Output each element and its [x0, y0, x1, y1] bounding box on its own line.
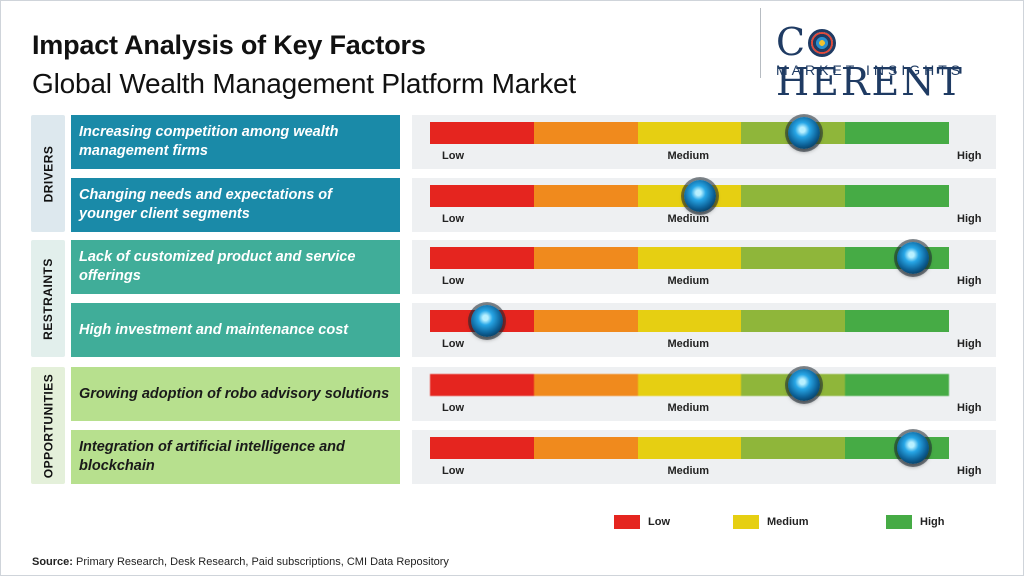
legend-swatch-high [886, 515, 912, 529]
group-label-drivers: DRIVERS [31, 115, 65, 232]
impact-scale-row-6: Low Medium High [412, 430, 996, 484]
impact-scale-row-3: Low Medium High [412, 240, 996, 294]
factor-box-1: Increasing competition among wealth mana… [71, 115, 400, 169]
scale-label-low: Low [442, 213, 464, 225]
scale-segment-5 [845, 374, 949, 396]
scale-segment-4 [741, 437, 846, 459]
impact-scale-row-2: Low Medium High [412, 178, 996, 232]
legend-label-low: Low [648, 516, 670, 528]
legend-swatch-low [614, 515, 640, 529]
scale-segment-2 [533, 185, 638, 207]
logo-text-right: HERENT [776, 60, 964, 104]
group-label-text: RESTRAINTS [41, 257, 56, 340]
impact-scale-bar [430, 374, 949, 396]
scale-label-medium: Medium [667, 150, 710, 162]
impact-scale-bar [430, 185, 949, 207]
scale-label-medium: Medium [667, 338, 710, 350]
scale-label-medium: Medium [667, 465, 710, 477]
scale-segment-5 [845, 310, 949, 332]
factor-text: Integration of artificial intelligence a… [79, 439, 345, 474]
scale-label-low: Low [442, 402, 464, 414]
scale-label-low: Low [442, 275, 464, 287]
scale-segment-4 [741, 310, 846, 332]
scale-label-medium: Medium [667, 213, 710, 225]
factor-text: Changing needs and expectations of young… [79, 187, 332, 222]
scale-segment-3 [637, 374, 742, 396]
logo-globe-icon [808, 29, 837, 57]
scale-segment-3 [637, 437, 742, 459]
factor-box-3: Lack of customized product and service o… [71, 240, 400, 294]
legend-item-low: Low [614, 515, 670, 529]
scale-label-high: High [957, 338, 982, 350]
impact-marker [896, 242, 929, 274]
scale-segment-2 [533, 310, 638, 332]
impact-scale-row-5: Low Medium High [412, 367, 996, 421]
scale-segment-2 [533, 437, 638, 459]
scale-segment-2 [533, 247, 638, 269]
impact-marker [787, 117, 820, 149]
scale-segment-1 [430, 437, 534, 459]
factor-text: Increasing competition among wealth mana… [79, 124, 339, 159]
scale-segment-2 [533, 122, 638, 144]
impact-scale-row-1: Low Medium High [412, 115, 996, 169]
scale-segment-4 [741, 185, 846, 207]
scale-label-medium: Medium [667, 275, 710, 287]
impact-scale-row-4: Low Medium High [412, 303, 996, 357]
company-logo: CHERENT [776, 22, 1024, 102]
scale-segment-5 [845, 122, 949, 144]
factor-box-4: High investment and maintenance cost [71, 303, 400, 357]
logo-tagline: MARKET INSIGHTS [776, 62, 965, 78]
factor-box-5: Growing adoption of robo advisory soluti… [71, 367, 400, 421]
factor-box-2: Changing needs and expectations of young… [71, 178, 400, 232]
group-label-text: OPPORTUNITIES [41, 373, 56, 478]
impact-scale-bar [430, 122, 949, 144]
scale-segment-1 [430, 185, 534, 207]
scale-label-low: Low [442, 465, 464, 477]
legend-item-medium: Medium [733, 515, 809, 529]
legend-swatch-medium [733, 515, 759, 529]
scale-label-high: High [957, 275, 982, 287]
scale-segment-5 [845, 185, 949, 207]
scale-label-high: High [957, 213, 982, 225]
group-label-opportunities: OPPORTUNITIES [31, 367, 65, 484]
factor-text: Lack of customized product and service o… [79, 249, 356, 284]
legend-item-high: High [886, 515, 944, 529]
page-subtitle: Global Wealth Management Platform Market [32, 68, 576, 99]
scale-segment-1 [430, 247, 534, 269]
scale-segment-3 [637, 122, 742, 144]
scale-label-high: High [957, 402, 982, 414]
factor-text: High investment and maintenance cost [79, 321, 349, 338]
logo-divider [760, 8, 761, 78]
factor-text: Growing adoption of robo advisory soluti… [79, 385, 390, 402]
source-label: Source: [32, 556, 73, 568]
scale-label-high: High [957, 465, 982, 477]
scale-label-medium: Medium [667, 402, 710, 414]
impact-marker [896, 432, 929, 464]
scale-label-high: High [957, 150, 982, 162]
scale-segment-1 [430, 374, 534, 396]
scale-segment-3 [637, 247, 742, 269]
impact-scale-bar [430, 310, 949, 332]
scale-segment-1 [430, 122, 534, 144]
impact-marker [683, 180, 716, 212]
source-note: Source: Primary Research, Desk Research,… [32, 556, 449, 568]
page-title: Impact Analysis of Key Factors [32, 30, 426, 60]
impact-scale-bar [430, 437, 949, 459]
scale-segment-2 [533, 374, 638, 396]
scale-segment-3 [637, 310, 742, 332]
factor-box-6: Integration of artificial intelligence a… [71, 430, 400, 484]
scale-label-low: Low [442, 150, 464, 162]
impact-marker [787, 369, 820, 401]
scale-label-low: Low [442, 338, 464, 350]
group-label-restraints: RESTRAINTS [31, 240, 65, 357]
legend-label-high: High [920, 516, 945, 528]
group-label-text: DRIVERS [41, 145, 55, 202]
logo-text-left: C [776, 20, 808, 64]
source-text: Primary Research, Desk Research, Paid su… [72, 556, 449, 568]
scale-segment-4 [741, 247, 846, 269]
impact-marker [471, 305, 504, 337]
legend-label-medium: Medium [767, 516, 809, 528]
impact-scale-bar [430, 247, 949, 269]
